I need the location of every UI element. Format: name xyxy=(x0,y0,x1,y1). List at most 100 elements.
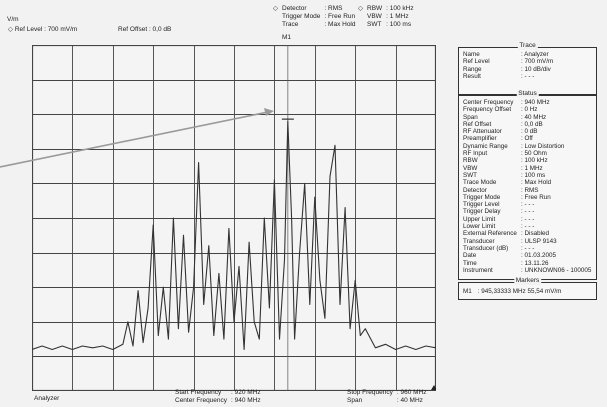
status-panel-rows: Center Frequency : 940 MHz Frequency Offse… xyxy=(459,96,596,274)
status-row-label: Trace Mode xyxy=(463,179,497,187)
status-row-label: Dynamic Range xyxy=(463,142,508,150)
status-row-value: : Disabled xyxy=(521,230,550,238)
col1-value-1: : Free Run xyxy=(324,13,356,20)
trace-row-label: Ref Level xyxy=(463,58,490,66)
status-panel: Status Center Frequency : 940 MHz Frequenc… xyxy=(458,90,597,280)
spectrum-trace xyxy=(32,120,436,351)
status-row-label: Center Frequency xyxy=(463,99,514,106)
status-row-label: Trigger Delay xyxy=(463,208,501,216)
status-row-value: : 0 dB xyxy=(521,128,538,136)
spectrum-plot[interactable] xyxy=(32,45,436,391)
center-frequency-value: : 940 MHz xyxy=(231,397,261,404)
center-frequency-label: Center Frequency xyxy=(175,397,228,404)
status-row-label: Trigger Mode xyxy=(463,193,501,201)
status-row-value: : UNKNOWN06 - 100005 xyxy=(521,266,592,274)
status-row-value: : 40 MHz xyxy=(521,113,547,121)
trace-row-value: : Analyzer xyxy=(521,51,549,58)
settings-block-1: ◇ Detector: RMS Trigger Mode: Free Run Tr… xyxy=(273,5,356,29)
status-row-label: RBW xyxy=(463,157,478,165)
status-row-label: Transducer (dB) xyxy=(463,244,509,252)
footer-stop-span: Stop Frequency: 960 MHz Span: 40 MHz xyxy=(347,389,431,405)
status-row-label: Detector xyxy=(463,186,487,194)
status-row-label: RF Input xyxy=(463,150,488,158)
col2-value-0: : 100 kHz xyxy=(386,5,414,12)
status-row-value: : 1 MHz xyxy=(521,164,543,172)
status-row-label: Instrument xyxy=(463,266,493,274)
status-row-value: : ULSP 9143 xyxy=(521,237,557,245)
status-row-value: : - - - xyxy=(521,208,535,216)
status-row-value: : 0 Hz xyxy=(521,106,538,114)
status-row-value: : RMS xyxy=(521,186,539,194)
status-row-label: Span xyxy=(463,113,478,121)
marker-row: M1 : 945,33333 MHz 55,54 mV/m xyxy=(459,283,596,295)
marker-m1-label: M1 xyxy=(282,34,292,41)
status-row-label: SWT xyxy=(463,171,477,179)
trace-panel: Trace Name : Analyzer Ref Level : 700 mV/m… xyxy=(458,42,597,95)
marker-symbol-icon: ◇ xyxy=(8,26,13,33)
trace-row-value: : 10 dB/div xyxy=(521,65,551,73)
col1-value-0: : RMS xyxy=(324,5,343,12)
ref-level-text: Ref Level : 700 mV/m xyxy=(14,26,78,33)
status-row-value: : 100 kHz xyxy=(521,157,548,165)
status-row-value: : 50 Ohm xyxy=(521,150,547,158)
status-row-label: External Reference xyxy=(463,230,517,238)
trace-row-label: Range xyxy=(463,65,482,73)
col1-value-2: : Max Hold xyxy=(324,21,356,28)
status-row-value: : Free Run xyxy=(521,193,551,201)
trace-row-label: Name xyxy=(463,51,480,58)
trace-row-label: Result xyxy=(463,72,481,80)
col1-label-0: Detector xyxy=(282,5,307,12)
status-row-value: : Off xyxy=(521,135,533,143)
stop-frequency-label: Stop Frequency xyxy=(347,389,393,396)
settings-block-2: ◇ RBW: 100 kHz VBW : 1 MHz SWT : 100 ms xyxy=(358,5,414,29)
status-row-value: : 940 MHz xyxy=(521,99,550,106)
col2-value-2: : 100 ms xyxy=(386,21,412,28)
marker-row-label: M1 xyxy=(463,288,472,295)
status-row-label: Time xyxy=(463,259,477,267)
status-row-value: : - - - xyxy=(521,215,535,223)
spectrum-svg xyxy=(32,45,436,391)
plot-frame xyxy=(32,45,436,391)
col2-label-0: RBW xyxy=(367,5,383,12)
start-frequency-label: Start Frequency xyxy=(175,389,222,396)
footer-analyzer-label: Analyzer xyxy=(34,395,60,402)
markers-panel: Markers M1 : 945,33333 MHz 55,54 mV/m xyxy=(458,277,597,300)
status-row-value: : 100 ms xyxy=(521,171,546,179)
status-row-value: : 01.03.2005 xyxy=(521,252,557,260)
status-row-value: : 0,0 dB xyxy=(521,120,543,128)
status-row-label: Trigger Level xyxy=(463,201,500,209)
status-row-value: : - - - xyxy=(521,201,535,209)
trace-row-value: : - - - xyxy=(521,72,535,80)
ref-level-readout: ◇ Ref Level : 700 mV/m xyxy=(8,26,78,34)
status-row-label: VBW xyxy=(463,164,478,172)
status-row-label: Ref Offset xyxy=(463,120,492,128)
trace-row-value: : 700 mV/m xyxy=(521,58,554,66)
status-row-label: Upper Limit xyxy=(463,215,496,223)
trace-panel-title: Trace xyxy=(517,42,538,50)
markers-panel-title: Markers xyxy=(513,277,542,285)
status-row-value: : 13.11.26 xyxy=(521,259,549,267)
ref-offset-readout: Ref Offset : 0,0 dB xyxy=(118,26,172,33)
status-row-label: Preamplifier xyxy=(463,135,497,143)
marker-row-value: : 945,33333 MHz 55,54 mV/m xyxy=(477,288,562,295)
col2-value-1: : 1 MHz xyxy=(386,13,409,20)
status-row-label: Transducer xyxy=(463,237,495,245)
bottom-right-marker xyxy=(431,385,436,390)
status-row-value: : Max Hold xyxy=(521,179,552,187)
trace-panel-rows: Name : Analyzer Ref Level : 700 mV/m Range… xyxy=(459,48,596,80)
col2-marker-icon: ◇ xyxy=(358,5,363,12)
col1-marker-icon: ◇ xyxy=(273,5,278,12)
col2-label-2: SWT xyxy=(367,21,382,28)
y-axis-unit: V/m xyxy=(7,16,19,23)
stop-frequency-value: : 960 MHz xyxy=(396,389,427,396)
col1-label-1: Trigger Mode xyxy=(282,13,321,20)
status-row-value: : - - - xyxy=(521,244,535,252)
status-row-label: Frequency Offset xyxy=(463,106,512,114)
col2-label-1: VBW xyxy=(367,13,382,20)
status-panel-title: Status xyxy=(516,90,539,98)
status-row-value: : Low Distortion xyxy=(521,142,565,150)
status-row-label: Date xyxy=(463,252,477,260)
span-value: : 40 MHz xyxy=(396,397,423,404)
status-row-label: Lower Limit xyxy=(463,223,496,231)
status-row-value: : - - - xyxy=(521,223,535,231)
